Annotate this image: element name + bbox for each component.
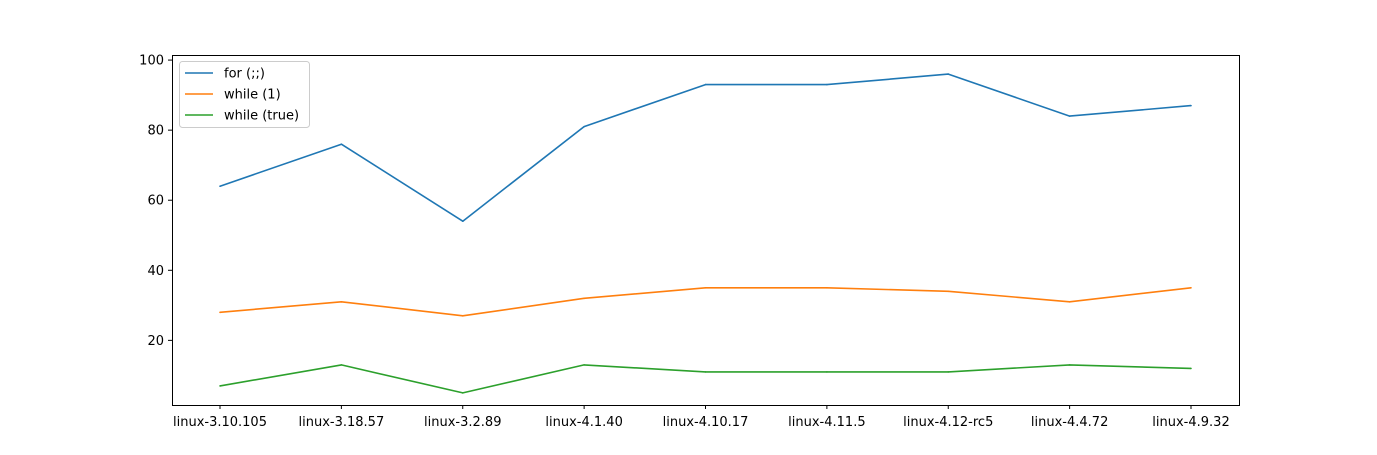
legend-label-2: while (1) <box>224 88 281 103</box>
data-point-3-4 <box>583 364 585 366</box>
plot-frame <box>172 55 1240 406</box>
data-point-1-5 <box>704 83 707 86</box>
data-point-1-9 <box>1190 104 1192 107</box>
x-tick-label: linux-4.4.72 <box>1031 415 1108 430</box>
series-line-1 <box>219 73 1192 222</box>
data-point-3-2 <box>340 364 343 366</box>
data-point-2-3 <box>461 315 464 317</box>
x-tick-label: linux-4.11.5 <box>788 415 865 430</box>
data-point-1-3 <box>461 220 464 223</box>
data-point-2-1 <box>219 311 221 314</box>
data-point-3-7 <box>947 371 950 373</box>
y-tick-label: 40 <box>147 264 164 279</box>
y-tick-label: 60 <box>147 194 164 209</box>
series-line-2 <box>219 286 1192 317</box>
x-tick-label: linux-4.1.40 <box>545 415 622 430</box>
data-point-2-6 <box>826 287 828 289</box>
legend-label-1: for (;;) <box>224 67 265 82</box>
y-tick-label: 20 <box>147 334 164 349</box>
data-point-2-4 <box>583 297 585 300</box>
data-point-2-7 <box>947 290 950 293</box>
data-point-1-2 <box>340 143 343 145</box>
legend-box <box>179 61 310 128</box>
data-point-1-8 <box>1068 115 1071 117</box>
x-tick-label: linux-4.12-rc5 <box>903 415 993 430</box>
data-point-3-5 <box>704 371 707 373</box>
data-point-3-3 <box>461 392 464 394</box>
data-point-1-4 <box>583 125 585 128</box>
legend-label-3: while (true) <box>224 109 299 124</box>
series-layer <box>219 73 1192 394</box>
x-axis: linux-3.10.105 linux-3.18.57 linux-3.2.89 l… <box>173 405 1230 430</box>
x-tick-label: linux-3.18.57 <box>299 415 385 430</box>
data-point-1-7 <box>947 73 950 75</box>
data-point-3-1 <box>219 385 221 387</box>
y-tick-label: 80 <box>147 124 164 139</box>
data-point-2-8 <box>1068 301 1071 303</box>
x-tick-label: linux-4.10.17 <box>663 415 749 430</box>
data-point-3-9 <box>1190 367 1192 370</box>
data-point-3-6 <box>826 371 828 373</box>
data-point-1-6 <box>826 83 828 86</box>
x-tick-label: linux-3.2.89 <box>424 415 501 430</box>
data-point-2-2 <box>340 301 343 303</box>
data-point-2-5 <box>704 287 707 289</box>
series-line-3 <box>219 364 1192 394</box>
x-tick-label: linux-3.10.105 <box>173 415 267 430</box>
data-point-3-8 <box>1068 364 1071 366</box>
y-axis: 20 40 60 80 100 <box>139 54 172 349</box>
y-tick-label: 100 <box>139 54 164 69</box>
data-point-1-1 <box>219 185 221 188</box>
x-tick-label: linux-4.9.32 <box>1152 415 1229 430</box>
data-point-2-9 <box>1190 287 1192 289</box>
legend: for (;;) while (1) while (true) <box>179 61 310 128</box>
